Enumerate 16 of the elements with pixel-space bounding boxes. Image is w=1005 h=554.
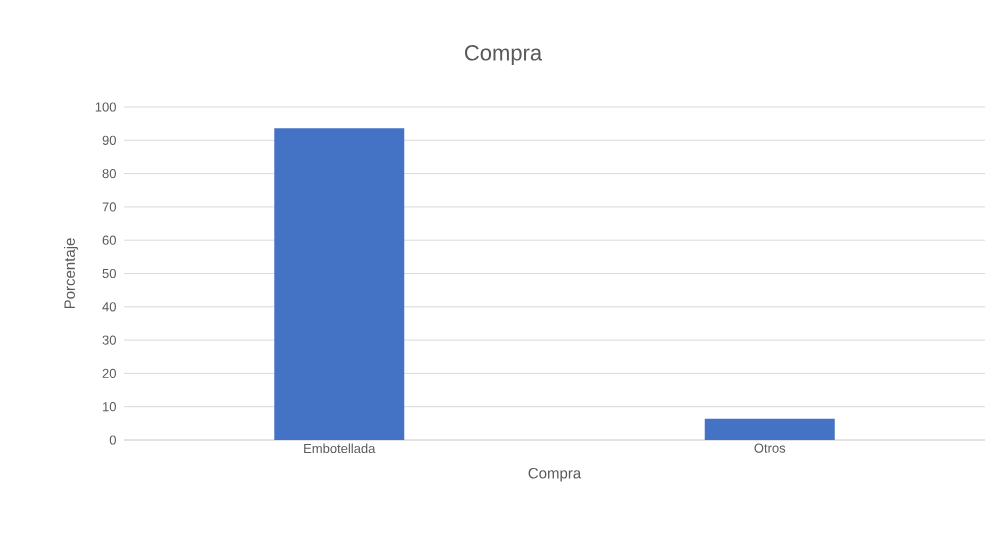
chart-title: Compra xyxy=(465,45,543,65)
x-tick-label: Otros xyxy=(754,443,786,453)
x-axis-title: Compra xyxy=(528,467,582,482)
y-tick-label: 0 xyxy=(109,435,116,445)
y-tick-label: 20 xyxy=(102,368,116,378)
y-tick-label: 10 xyxy=(103,402,116,412)
y-tick-label: 50 xyxy=(102,268,116,279)
y-tick-label: 40 xyxy=(102,302,116,312)
y-tick-label: 100 xyxy=(95,102,116,112)
y-tick-label: 30 xyxy=(102,335,116,345)
y-tick-label: 70 xyxy=(102,202,116,212)
y-axis-title: Porcentaje xyxy=(63,238,78,309)
y-tick-label: 80 xyxy=(102,168,116,179)
x-tick-label: Embotellada xyxy=(304,443,376,454)
y-tick-label: 90 xyxy=(102,135,116,145)
y-tick-label: 60 xyxy=(102,235,116,245)
